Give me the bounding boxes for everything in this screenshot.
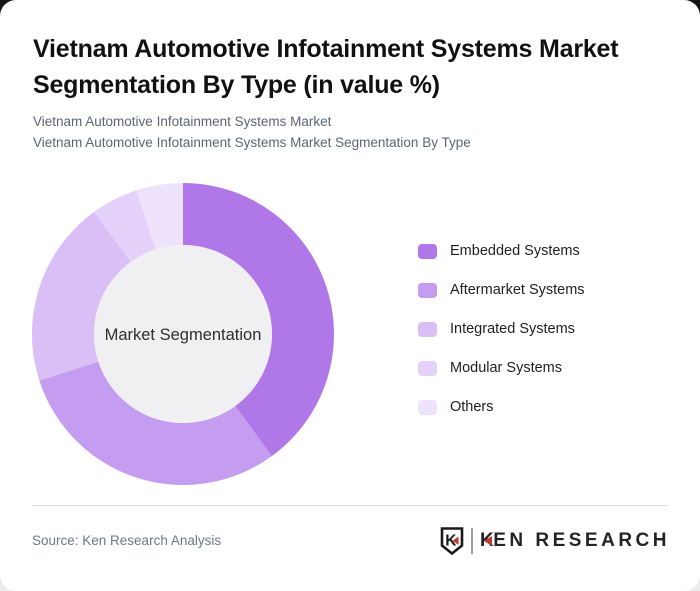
legend-label: Aftermarket Systems	[450, 282, 585, 298]
legend-swatch-icon	[418, 360, 437, 376]
chart-legend: Embedded Systems Aftermarket Systems Int…	[418, 243, 585, 415]
chart-subtitles: Vietnam Automotive Infotainment Systems …	[33, 112, 471, 153]
legend-swatch-icon	[418, 399, 437, 415]
shield-red-arrow-icon	[452, 536, 459, 545]
logo-red-arrow-icon	[484, 536, 493, 546]
legend-label: Integrated Systems	[450, 321, 575, 337]
legend-swatch-icon	[418, 243, 437, 259]
logo-separator	[470, 528, 473, 554]
legend-swatch-icon	[418, 321, 437, 337]
legend-item-integrated-systems[interactable]: Integrated Systems	[418, 321, 585, 337]
ken-research-shield-icon: K	[440, 527, 464, 555]
donut-segment-modular-systems[interactable]	[94, 190, 156, 262]
footer-divider	[32, 505, 668, 506]
legend-label: Modular Systems	[450, 360, 563, 376]
donut-center-label: Market Segmentation	[105, 326, 262, 344]
ken-research-logo: K K EN RESEARCH	[440, 527, 670, 555]
subtitle-line-1: Vietnam Automotive Infotainment Systems …	[33, 114, 332, 129]
logo-wordmark: K EN RESEARCH	[480, 530, 670, 552]
legend-swatch-icon	[418, 282, 437, 298]
donut-segment-others[interactable]	[136, 183, 183, 250]
donut-center-circle	[94, 245, 272, 423]
subtitle-line-2: Vietnam Automotive Infotainment Systems …	[33, 134, 471, 150]
donut-chart: Market Segmentation	[31, 183, 335, 486]
legend-item-aftermarket-systems[interactable]: Aftermarket Systems	[418, 282, 585, 298]
donut-segment-aftermarket-systems[interactable]	[39, 361, 272, 486]
legend-item-modular-systems[interactable]: Modular Systems	[418, 360, 585, 376]
legend-label: Embedded Systems	[450, 243, 580, 259]
legend-label: Others	[450, 399, 494, 415]
donut-segment-embedded-systems[interactable]	[183, 183, 335, 457]
donut-segment-integrated-systems[interactable]	[31, 211, 131, 381]
donut-chart-container: Market Segmentation	[31, 182, 335, 486]
shield-k-letter: K	[445, 533, 457, 550]
legend-item-others[interactable]: Others	[418, 399, 585, 415]
donut-segments	[31, 183, 335, 486]
legend-item-embedded-systems[interactable]: Embedded Systems	[418, 243, 585, 259]
page-title: Vietnam Automotive Infotainment Systems …	[33, 35, 619, 99]
logo-wordmark-rest: EN RESEARCH	[493, 530, 670, 551]
source-text: Source: Ken Research Analysis	[32, 533, 222, 548]
